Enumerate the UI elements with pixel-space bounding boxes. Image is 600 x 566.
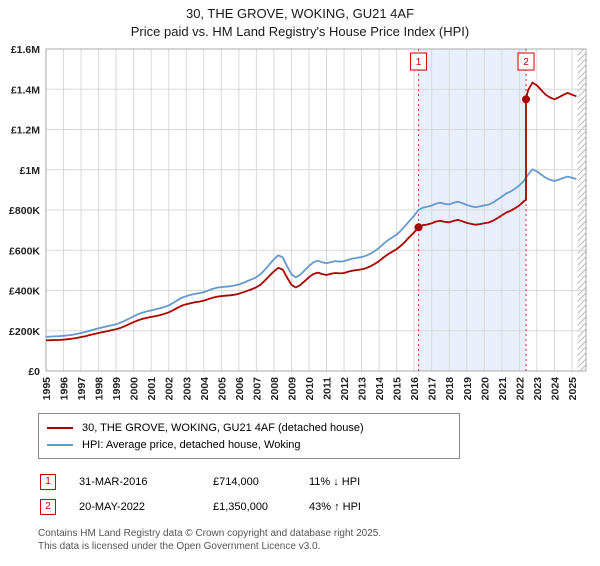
sale-2-date: 20-MAY-2022 xyxy=(79,500,146,513)
x-axis-label: 2021 xyxy=(497,377,509,401)
x-axis-label: 2009 xyxy=(286,377,298,401)
price-history-chart: £0 £200K £400K £600K £800K £1M £1.2M £1.4M £1.6M… xyxy=(9,44,587,401)
hpi-series xyxy=(45,168,577,338)
x-axis-label: 2001 xyxy=(146,377,158,401)
x-axis-label: 2003 xyxy=(181,377,193,401)
y-axis-label: £400K xyxy=(9,286,40,298)
legend-label-price: 30, THE GROVE, WOKING, GU21 4AF (detache… xyxy=(82,421,364,434)
sale-marker-dot xyxy=(522,95,531,104)
x-axis-label: 2011 xyxy=(322,377,334,400)
x-axis-label: 2024 xyxy=(549,377,561,401)
sale-row-1: 1 31-MAR-2016 £714,000 11% ↓ HPI xyxy=(40,469,600,494)
chart-subtitle: Price paid vs. HM Land Registry's House … xyxy=(130,24,470,39)
x-axis-label: 2000 xyxy=(129,377,141,401)
x-axis-label: 2017 xyxy=(427,377,439,401)
legend-item-price: 30, THE GROVE, WOKING, GU21 4AF (detache… xyxy=(47,419,451,436)
y-axis-label: £1.6M xyxy=(11,44,40,56)
x-axis-label: 1998 xyxy=(94,377,106,401)
x-axis-label: 1996 xyxy=(59,377,71,401)
price-line-swatch xyxy=(47,426,73,429)
sale-number-box xyxy=(517,52,535,71)
sale-row-2: 2 20-MAY-2022 £1,350,000 43% ↑ HPI xyxy=(40,494,600,519)
x-axis-label: 2015 xyxy=(392,377,404,401)
sale-number-box-label: 1 xyxy=(416,57,422,68)
y-axis-label: £1.2M xyxy=(11,125,40,137)
x-axis-label: 2012 xyxy=(339,377,351,401)
sale-number-box-label: 2 xyxy=(523,57,529,68)
sale-2-number-badge: 2 xyxy=(40,498,56,515)
x-axis-label: 1999 xyxy=(111,377,123,401)
x-axis-label: 2020 xyxy=(479,377,491,401)
x-axis-label: 2016 xyxy=(409,377,421,401)
y-axis-label: £0 xyxy=(28,366,40,378)
x-axis-label: 2019 xyxy=(462,377,474,401)
hpi-line-swatch xyxy=(47,443,73,446)
x-axis-label: 2006 xyxy=(234,377,246,401)
license-footer: Contains HM Land Registry data © Crown c… xyxy=(38,527,600,553)
sale-number-box xyxy=(410,52,428,71)
sale-marker-dot xyxy=(414,223,423,232)
sale-1-number-badge: 1 xyxy=(40,473,56,490)
x-axis-label: 2002 xyxy=(164,377,176,401)
y-axis-label: £200K xyxy=(9,326,40,338)
legend-label-hpi: HPI: Average price, detached house, Woki… xyxy=(82,438,301,451)
sale-2-price: £1,350,000 xyxy=(213,500,269,513)
chart-title: 30, THE GROVE, WOKING, GU21 4AF xyxy=(185,6,415,21)
legend: 30, THE GROVE, WOKING, GU21 4AF (detache… xyxy=(38,413,460,459)
x-axis-label: 2014 xyxy=(374,377,386,401)
x-axis-label: 2010 xyxy=(304,377,316,401)
x-axis-label: 2013 xyxy=(357,377,369,401)
x-axis-label: 2025 xyxy=(567,377,579,401)
sale-annotations: 1 31-MAR-2016 £714,000 11% ↓ HPI 2 20-MA… xyxy=(40,469,600,519)
price-paid-series xyxy=(45,81,577,342)
x-axis-label: 2005 xyxy=(216,377,228,401)
y-axis-label: £1.4M xyxy=(11,84,40,96)
x-axis-label: 2004 xyxy=(199,377,211,401)
y-axis-label: £1M xyxy=(20,165,41,177)
sale-1-price: £714,000 xyxy=(213,475,259,488)
x-axis-label: 2008 xyxy=(269,377,281,401)
x-axis-label: 1995 xyxy=(41,377,53,401)
x-axis-label: 1997 xyxy=(76,377,88,401)
y-axis-label: £600K xyxy=(9,245,40,257)
sale-1-hpi-delta: 11% ↓ HPI xyxy=(309,475,361,488)
footer-line-1: Contains HM Land Registry data © Crown c… xyxy=(38,528,382,539)
x-axis-label: 2018 xyxy=(444,377,456,401)
x-axis-label: 2022 xyxy=(514,377,526,401)
y-axis-label: £800K xyxy=(9,205,40,217)
x-axis-label: 2007 xyxy=(251,377,263,401)
legend-item-hpi: HPI: Average price, detached house, Woki… xyxy=(47,436,451,453)
x-axis-label: 2023 xyxy=(532,377,544,401)
sale-2-hpi-delta: 43% ↑ HPI xyxy=(309,500,361,513)
footer-line-2: This data is licensed under the Open Gov… xyxy=(38,541,321,552)
sale-1-date: 31-MAR-2016 xyxy=(79,475,148,488)
